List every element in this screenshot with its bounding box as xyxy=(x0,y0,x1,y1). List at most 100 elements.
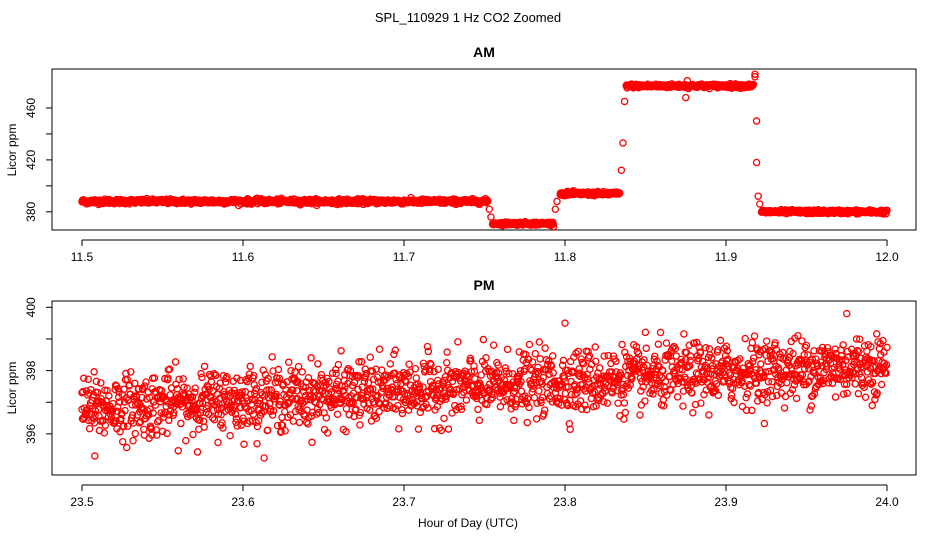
am-x-tick-label: 11.6 xyxy=(232,250,255,264)
pm-data-point xyxy=(373,373,382,381)
pm-data-point xyxy=(356,421,364,429)
pm-data-point xyxy=(289,417,297,425)
am-y-tick-label: 420 xyxy=(24,150,38,170)
pm-data-point xyxy=(398,409,407,418)
pm-data-point xyxy=(118,437,127,446)
pm-data-point xyxy=(531,349,540,358)
pm-data-point xyxy=(483,400,491,409)
pm-data-point xyxy=(122,443,131,452)
pm-data-point xyxy=(780,404,789,412)
pm-data-point xyxy=(843,389,851,398)
pm-data-point xyxy=(233,422,242,430)
pm-data-point xyxy=(321,378,330,386)
am-x-tick-label: 11.8 xyxy=(554,250,577,264)
pm-data-point xyxy=(286,411,295,419)
pm-data-point xyxy=(234,392,242,401)
pm-data-point xyxy=(405,360,413,368)
pm-data-point xyxy=(423,342,432,351)
pm-data-point xyxy=(725,369,733,377)
pm-data-point xyxy=(475,416,484,425)
pm-y-tick-label: 396 xyxy=(24,424,38,444)
pm-data-point xyxy=(349,399,357,407)
pm-data-point xyxy=(391,346,399,355)
pm-data-point xyxy=(662,339,671,347)
pm-data-point xyxy=(162,402,170,411)
pm-data-point xyxy=(854,389,863,398)
figure-title: SPL_110929 1 Hz CO2 Zoomed xyxy=(375,10,561,25)
pm-data-point xyxy=(323,429,332,437)
am-data-point xyxy=(487,213,495,221)
pm-data-point xyxy=(182,436,190,445)
pm-data-point xyxy=(454,338,462,346)
pm-data-point xyxy=(210,416,219,424)
pm-data-point xyxy=(677,355,685,364)
pm-data-point xyxy=(604,351,612,360)
pm-data-point xyxy=(91,452,99,460)
pm-data-point xyxy=(196,399,204,408)
pm-data-point xyxy=(390,350,398,359)
pm-data-point xyxy=(269,407,278,415)
pm-data-point xyxy=(659,367,667,375)
pm-data-point xyxy=(877,380,886,389)
pm-data-point xyxy=(824,379,833,387)
pm-data-point xyxy=(196,409,205,417)
pm-data-point xyxy=(105,392,113,400)
pm-data-point xyxy=(697,399,705,407)
am-data-point xyxy=(751,73,759,81)
pm-data-point xyxy=(394,401,402,410)
pm-data-point xyxy=(591,388,599,396)
pm-data-point xyxy=(406,368,414,376)
pm-data-point xyxy=(702,369,711,378)
pm-data-point xyxy=(231,410,240,418)
pm-data-point xyxy=(560,374,569,382)
pm-data-point xyxy=(85,424,94,433)
pm-y-axis: 396 398 400 xyxy=(24,297,53,444)
pm-data-point xyxy=(620,399,629,407)
pm-data-point xyxy=(532,415,541,423)
pm-data-point xyxy=(223,373,231,381)
pm-data-point xyxy=(595,364,604,372)
pm-data-point xyxy=(120,385,128,393)
pm-data-point xyxy=(157,386,166,395)
pm-data-point xyxy=(688,389,696,397)
pm-data-point xyxy=(258,378,266,387)
pm-data-point xyxy=(255,396,264,405)
pm-data-point xyxy=(656,328,665,337)
pm-data-point xyxy=(559,356,568,365)
pm-data-point xyxy=(575,365,583,373)
pm-data-point xyxy=(686,356,694,365)
pm-data-point xyxy=(591,343,599,351)
pm-data-point xyxy=(241,403,249,411)
pm-data-point xyxy=(374,398,383,407)
pm-data-point xyxy=(97,379,105,387)
pm-data-point xyxy=(608,368,616,376)
pm-data-point xyxy=(424,347,433,356)
am-data-point xyxy=(485,205,494,213)
pm-data-point xyxy=(509,389,518,397)
pm-data-point xyxy=(576,397,585,405)
pm-x-tick-label: 23.5 xyxy=(70,495,94,509)
pm-data-point xyxy=(838,356,846,364)
pm-data-point xyxy=(191,384,199,392)
pm-data-point xyxy=(722,342,731,350)
pm-data-point xyxy=(600,398,608,406)
pm-data-point xyxy=(753,397,762,405)
pm-data-point xyxy=(129,436,137,445)
pm-data-point xyxy=(200,362,209,371)
pm-y-axis-label: Licor ppm xyxy=(5,362,19,415)
pm-data-point xyxy=(574,347,582,356)
pm-data-point xyxy=(749,354,758,362)
pm-data-point xyxy=(236,376,245,385)
pm-data-point xyxy=(240,440,248,449)
am-data-point xyxy=(615,189,624,197)
pm-data-point xyxy=(734,356,742,365)
pm-data-point xyxy=(523,418,531,427)
pm-data-point xyxy=(852,335,861,343)
pm-data-point xyxy=(248,395,256,403)
pm-data-point xyxy=(549,369,557,377)
pm-data-point xyxy=(131,429,139,438)
pm-data-point xyxy=(673,393,682,401)
pm-data-point xyxy=(714,391,723,400)
pm-data-point xyxy=(660,382,668,391)
pm-data-point xyxy=(582,405,591,414)
